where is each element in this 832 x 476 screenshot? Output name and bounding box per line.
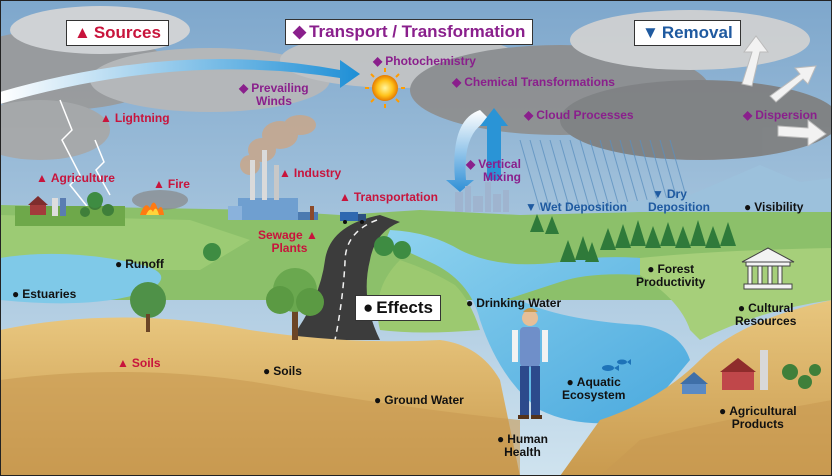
dot-icon: ● [466,296,474,310]
label-fire: ▲ Fire [153,177,190,191]
barn-right [680,350,821,394]
label-forest-productivity: ● Forest Productivity [636,262,706,289]
diamond-icon: ◆ [466,157,476,171]
city-skyline [455,182,509,212]
dot-icon: ● [263,364,271,378]
label-vertical-mixing: ◆ Vertical Mixing [466,157,521,184]
triangle-up-icon: ▲ [36,171,48,185]
label-estuaries: ● Estuaries [12,287,77,301]
sun-icon [365,68,405,108]
removal-heading: ▼ Removal [634,20,741,46]
factory [228,150,318,220]
label-chemical-transformations: ◆ Chemical Transformations [452,75,615,89]
triangle-up-icon: ▲ [153,177,165,191]
label-soils-source: ▲ Soils [117,356,161,370]
label-soils-effect: ● Soils [263,364,302,378]
label-agricultural-products: ● Agricultural Products [719,404,797,431]
label-visibility: ● Visibility [744,200,804,214]
triangle-up-icon: ▲ [306,228,318,242]
triangle-up-icon: ▲ [74,23,91,42]
label-human-health: ● Human Health [497,432,548,459]
dot-icon: ● [647,262,655,276]
dot-icon: ● [374,393,382,407]
dot-icon: ● [363,298,374,317]
dot-icon: ● [115,257,123,271]
label-wet-deposition: ▼ Wet Deposition [525,200,628,214]
triangle-up-icon: ▲ [117,356,129,370]
diamond-icon: ◆ [239,81,249,95]
forest [530,214,736,262]
label-prevailing-winds: ◆ Prevailing Winds [239,81,309,108]
label-sewage-plants: Sewage ▲ Plants [258,228,318,255]
diamond-icon: ◆ [452,75,462,89]
triangle-down-icon: ▼ [652,187,664,201]
label-industry: ▲ Industry [279,166,342,180]
label-ground-water: ● Ground Water [374,393,464,407]
label-lightning: ▲ Lightning [100,111,170,125]
fish-icon [602,359,631,371]
truck-icon [340,212,366,224]
temple-icon [741,247,795,290]
dot-icon: ● [744,200,752,214]
label-drinking-water: ● Drinking Water [466,296,562,310]
label-transportation: ▲ Transportation [339,190,438,204]
person-figure [512,308,548,419]
dot-icon: ● [719,404,727,418]
label-photochemistry: ◆ Photochemistry [373,54,476,68]
dot-icon: ● [737,301,746,315]
diamond-icon: ◆ [293,22,307,41]
triangle-down-icon: ▼ [525,200,537,214]
triangle-up-icon: ▲ [279,166,291,180]
transport-heading: ◆ Transport / Transformation [285,19,534,45]
label-cultural-resources: ● Cultural Resources [735,301,797,328]
diamond-icon: ◆ [373,54,383,68]
dot-icon: ● [12,287,20,301]
dot-icon: ● [497,432,505,446]
foreground-tree [130,268,324,340]
label-dispersion: ◆ Dispersion [743,108,818,122]
fire-icon [132,190,188,215]
effects-heading: ● Effects [355,295,441,321]
sources-heading: ▲ Sources [66,20,169,46]
triangle-up-icon: ▲ [339,190,351,204]
diamond-icon: ◆ [743,108,753,122]
triangle-down-icon: ▼ [642,23,659,42]
label-agriculture: ▲ Agriculture [36,171,115,185]
dot-icon: ● [566,375,574,389]
diamond-icon: ◆ [524,108,534,122]
label-dry-deposition: ▼ Dry Deposition [648,187,710,214]
label-runoff: ● Runoff [115,257,164,271]
label-cloud-processes: ◆ Cloud Processes [524,108,634,122]
triangle-up-icon: ▲ [100,111,112,125]
label-aquatic-ecosystem: ● Aquatic Ecosystem [562,375,626,402]
